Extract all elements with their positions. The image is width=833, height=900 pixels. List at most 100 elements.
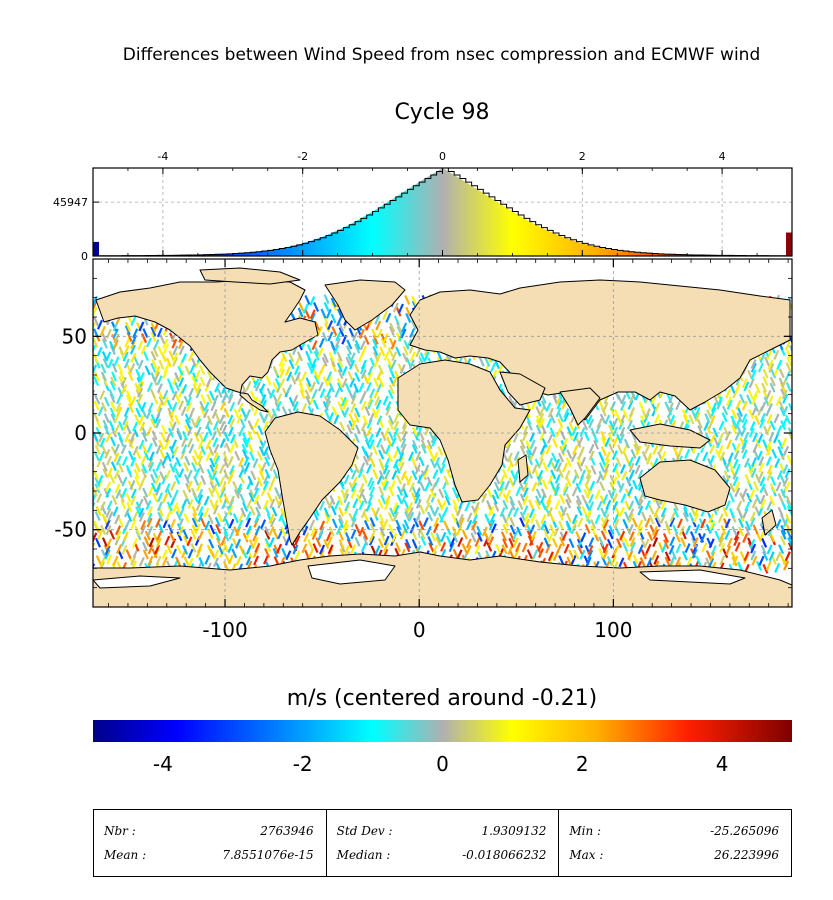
hist-x-tick-label: -2 <box>297 150 308 163</box>
track-segment <box>240 408 247 418</box>
track-segment <box>156 530 163 541</box>
track-segment <box>663 539 670 549</box>
track-segment <box>337 357 344 368</box>
track-segment <box>452 532 459 543</box>
track-segment <box>739 393 746 404</box>
track-segment <box>330 505 337 516</box>
track-segment <box>254 480 261 491</box>
track-segment <box>440 541 447 552</box>
track-segment <box>400 328 407 339</box>
track-segment <box>563 543 570 554</box>
track-segment <box>629 407 636 417</box>
track-segment <box>107 358 114 369</box>
track-segment <box>390 359 397 370</box>
track-segment <box>270 517 277 528</box>
track-segment <box>758 531 765 541</box>
track-segment <box>499 474 506 485</box>
track-segment <box>563 408 570 419</box>
track-segment <box>187 548 194 559</box>
track-segment <box>117 517 124 528</box>
track-segment <box>754 383 761 394</box>
track-segment <box>540 424 547 435</box>
track-segment <box>773 433 780 444</box>
track-segment <box>232 513 239 524</box>
track-segment <box>784 468 791 479</box>
track-segment <box>405 357 412 368</box>
track-segment <box>369 523 376 534</box>
track-segment <box>147 506 154 516</box>
track-segment <box>245 517 252 528</box>
track-segment <box>121 488 128 498</box>
track-segment <box>232 438 239 449</box>
track-segment <box>361 473 368 484</box>
track-segment <box>678 525 685 536</box>
track-segment <box>741 449 748 460</box>
track-segment <box>180 406 187 417</box>
track-segment <box>405 313 412 323</box>
track-segment <box>188 351 195 362</box>
track-segment <box>178 507 185 518</box>
track-segment <box>593 439 600 450</box>
track-segment <box>310 358 318 369</box>
track-segment <box>337 401 344 411</box>
track-segment <box>700 443 707 454</box>
track-segment <box>747 389 754 400</box>
track-segment <box>387 364 394 375</box>
track-segment <box>633 495 640 506</box>
track-segment <box>259 383 266 394</box>
track-segment <box>457 537 464 547</box>
colorbar: m/s (centered around -0.21) -4 -2 0 2 4 <box>93 686 792 776</box>
track-segment <box>93 301 98 311</box>
track-segment <box>227 390 234 401</box>
track-segment <box>428 542 435 553</box>
track-segment <box>171 401 178 412</box>
track-segment <box>320 308 327 319</box>
track-segment <box>93 316 100 327</box>
track-segment <box>111 362 118 373</box>
track-segment <box>379 520 386 531</box>
track-segment <box>457 513 464 524</box>
track-segment <box>114 535 121 546</box>
track-segment <box>586 488 593 499</box>
track-segment <box>134 462 141 473</box>
track-segment <box>105 481 112 492</box>
track-segment <box>410 456 417 467</box>
track-segment <box>387 419 394 430</box>
track-segment <box>404 294 411 305</box>
track-segment <box>550 469 557 480</box>
track-segment <box>360 508 367 519</box>
track-segment <box>393 413 400 424</box>
track-segment <box>513 548 520 559</box>
track-segment <box>515 486 522 497</box>
track-segment <box>151 437 158 448</box>
track-segment <box>613 518 620 529</box>
track-segment <box>178 468 185 479</box>
track-segment <box>724 530 731 540</box>
track-segment <box>493 501 500 512</box>
track-segment <box>436 350 443 361</box>
track-segment <box>146 512 153 523</box>
track-segment <box>360 345 367 356</box>
track-segment <box>212 437 219 448</box>
track-segment <box>425 525 432 536</box>
track-segment <box>308 547 315 558</box>
track-segment <box>202 431 209 442</box>
track-segment <box>102 468 109 478</box>
track-segment <box>731 409 738 420</box>
track-segment <box>767 395 774 406</box>
track-segment <box>601 555 608 566</box>
track-segment <box>568 538 575 549</box>
track-segment <box>435 532 442 543</box>
track-segment <box>411 426 418 437</box>
track-segment <box>534 499 541 510</box>
track-segment <box>346 424 353 435</box>
track-segment <box>311 530 318 540</box>
track-segment <box>732 458 739 469</box>
track-segment <box>516 526 523 537</box>
track-segment <box>466 512 473 523</box>
track-segment <box>142 549 149 560</box>
track-segment <box>194 523 201 534</box>
track-segment <box>350 488 357 499</box>
track-segment <box>93 520 100 531</box>
track-segment <box>633 440 640 451</box>
